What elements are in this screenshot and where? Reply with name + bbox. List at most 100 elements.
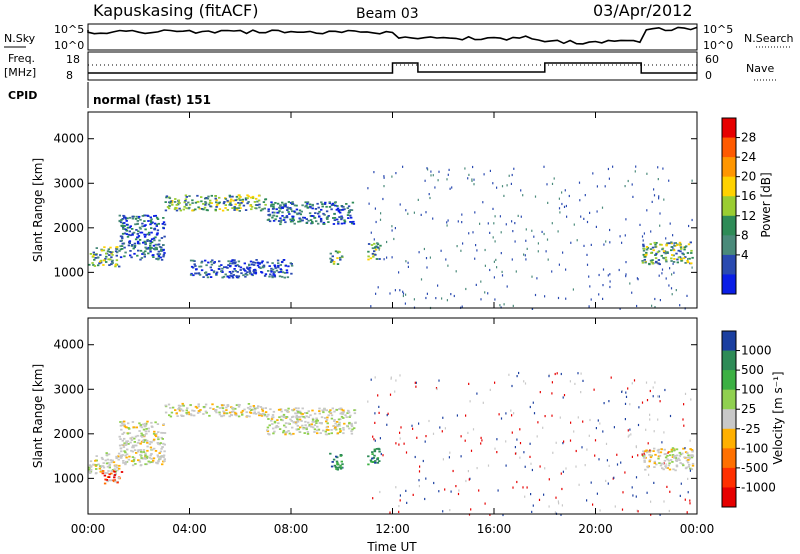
power-point bbox=[301, 204, 304, 207]
velocity-point-speckle bbox=[548, 478, 550, 481]
velocity-point bbox=[254, 412, 258, 415]
velocity-point-speckle bbox=[484, 502, 486, 505]
power-point bbox=[668, 242, 671, 245]
velocity-point bbox=[303, 432, 306, 434]
freq-line bbox=[88, 62, 697, 74]
power-point bbox=[184, 194, 188, 197]
power-point-speckle bbox=[534, 293, 537, 297]
velocity-point bbox=[143, 434, 146, 437]
velocity-point bbox=[371, 451, 374, 453]
velocity-point-speckle bbox=[599, 422, 601, 425]
power-point bbox=[109, 258, 112, 261]
x-tick-label: 16:00 bbox=[477, 522, 512, 536]
power-point bbox=[124, 216, 127, 219]
power-point-speckle bbox=[394, 289, 396, 292]
power-point-speckle bbox=[580, 215, 582, 218]
power-point bbox=[118, 250, 121, 252]
velocity-point bbox=[317, 428, 321, 431]
power-point-speckle bbox=[634, 170, 636, 173]
power-point bbox=[110, 256, 113, 259]
velocity-point bbox=[339, 464, 342, 467]
velocity-point-speckle bbox=[560, 472, 562, 475]
power-point bbox=[306, 201, 310, 204]
power-point-speckle bbox=[506, 285, 508, 288]
power-point bbox=[320, 201, 323, 204]
power-point bbox=[664, 256, 668, 259]
velocity-point bbox=[136, 450, 140, 453]
velocity-point bbox=[133, 426, 137, 429]
velocity-point bbox=[139, 464, 142, 467]
power-point bbox=[191, 199, 194, 202]
velocity-point-speckle bbox=[560, 372, 562, 376]
beam-title: Beam 03 bbox=[356, 6, 419, 22]
power-point-speckle bbox=[588, 305, 590, 308]
power-point bbox=[270, 205, 273, 208]
velocity-point bbox=[311, 409, 314, 412]
power-point-speckle bbox=[453, 294, 455, 298]
velocity-point bbox=[141, 440, 145, 442]
power-point-speckle bbox=[595, 225, 597, 228]
power-point bbox=[188, 195, 191, 197]
power-point-speckle bbox=[446, 221, 448, 224]
power-point bbox=[679, 244, 682, 247]
power-point-speckle bbox=[547, 258, 549, 261]
velocity-point bbox=[204, 410, 208, 413]
power-point bbox=[199, 265, 203, 268]
velocity-point bbox=[177, 404, 181, 407]
power-point bbox=[286, 276, 290, 279]
velocity-point bbox=[342, 409, 345, 412]
velocity-point bbox=[350, 430, 353, 433]
velocity-point bbox=[160, 436, 163, 439]
velocity-point bbox=[339, 418, 342, 421]
velocity-point-speckle bbox=[578, 483, 580, 486]
velocity-point bbox=[376, 461, 380, 464]
power-point bbox=[253, 201, 257, 203]
power-point bbox=[91, 255, 95, 258]
power-point bbox=[192, 259, 195, 262]
power-point-speckle bbox=[407, 212, 409, 215]
power-point bbox=[246, 202, 249, 205]
velocity-point-speckle bbox=[424, 497, 426, 501]
velocity-point bbox=[234, 407, 237, 410]
power-point bbox=[218, 201, 221, 204]
velocity-point bbox=[334, 422, 337, 425]
power-point bbox=[106, 250, 110, 253]
power-point bbox=[141, 225, 144, 228]
velocity-point bbox=[308, 425, 311, 427]
velocity-point bbox=[127, 443, 130, 445]
power-point bbox=[200, 260, 204, 263]
velocity-point-speckle bbox=[529, 442, 531, 445]
velocity-point-speckle bbox=[683, 403, 685, 406]
power-point-speckle bbox=[557, 230, 559, 233]
power-point bbox=[237, 194, 240, 197]
velocity-point-speckle bbox=[602, 430, 604, 433]
velocity-point bbox=[340, 466, 343, 469]
velocity-point bbox=[162, 454, 166, 457]
power-point bbox=[369, 257, 373, 260]
velocity-point bbox=[300, 420, 303, 422]
power-point bbox=[295, 204, 298, 207]
velocity-point bbox=[163, 450, 166, 453]
power-point bbox=[149, 250, 152, 253]
velocity-point-speckle bbox=[558, 502, 560, 505]
velocity-point bbox=[305, 426, 308, 429]
power-point-speckle bbox=[493, 222, 495, 225]
power-point bbox=[185, 204, 188, 207]
power-point-speckle bbox=[377, 286, 379, 289]
power-point bbox=[175, 209, 179, 212]
velocity-point bbox=[222, 404, 226, 407]
power-point-speckle bbox=[430, 170, 432, 173]
velocity-point bbox=[335, 421, 339, 423]
power-point bbox=[119, 245, 122, 248]
power-point bbox=[147, 220, 150, 222]
power-point-speckle bbox=[531, 229, 533, 232]
power-point bbox=[123, 255, 126, 258]
power-panel bbox=[87, 111, 698, 309]
power-point bbox=[223, 201, 226, 203]
power-point bbox=[338, 251, 341, 253]
velocity-point bbox=[114, 464, 117, 467]
velocity-point bbox=[121, 454, 124, 456]
velocity-point bbox=[156, 442, 159, 444]
velocity-point-speckle bbox=[562, 470, 564, 473]
velocity-point bbox=[350, 432, 354, 435]
